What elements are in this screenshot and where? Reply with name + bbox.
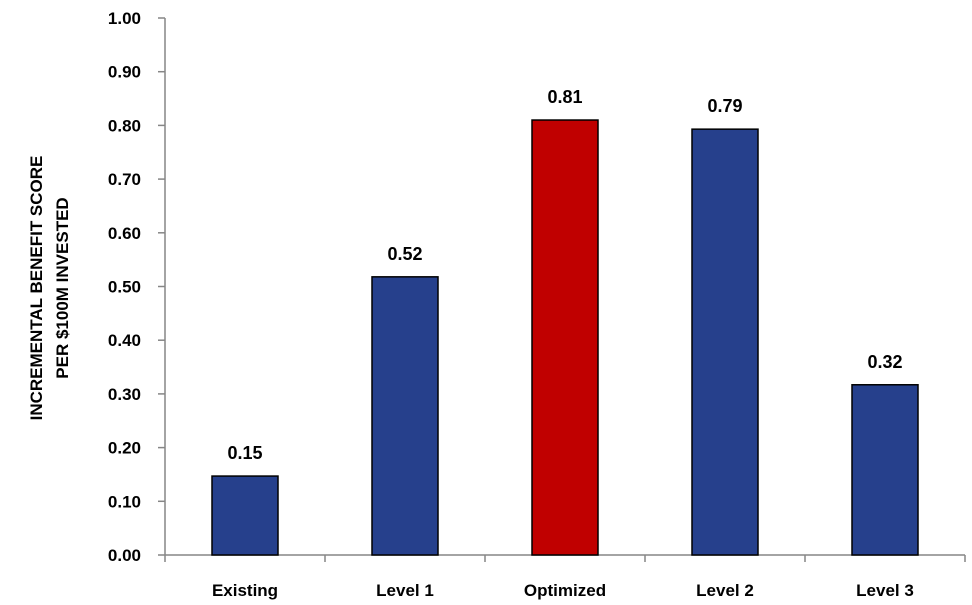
y-tick-label: 0.10	[108, 492, 141, 511]
y-tick-label: 0.60	[108, 224, 141, 243]
y-tick-label: 0.40	[108, 331, 141, 350]
bar	[211, 475, 279, 556]
data-label: 0.15	[227, 443, 262, 463]
bar	[851, 384, 919, 556]
y-tick-label: 0.50	[108, 278, 141, 297]
y-tick-label: 0.80	[108, 116, 141, 135]
y-axis: 0.00 0.10 0.20 0.30 0.40 0.50 0.60 0.70 0.80 0.90…	[108, 9, 166, 565]
bar	[371, 276, 439, 556]
y-tick-label: 0.20	[108, 439, 141, 458]
y-tick-label: 0.30	[108, 385, 141, 404]
x-tick-label: Level 1	[376, 581, 434, 600]
x-tick-label: Level 2	[696, 581, 754, 600]
x-axis	[164, 554, 966, 562]
x-tick-label: Optimized	[524, 581, 606, 600]
y-tick-label: 0.70	[108, 170, 141, 189]
x-tick-label: Existing	[212, 581, 278, 600]
data-label: 0.79	[707, 96, 742, 116]
y-axis-title-line-1: INCREMENTAL BENEFIT SCORE	[27, 156, 46, 421]
data-label: 0.32	[867, 352, 902, 372]
y-axis-title: INCREMENTAL BENEFIT SCORE PER $100M INVE…	[27, 156, 72, 421]
x-tick-label: Level 3	[856, 581, 914, 600]
y-tick-label: 1.00	[108, 9, 141, 28]
y-tick-label: 0.90	[108, 63, 141, 82]
data-label: 0.81	[547, 87, 582, 107]
bars	[211, 119, 919, 556]
data-label: 0.52	[387, 244, 422, 264]
bar	[691, 128, 759, 556]
category-labels: Existing Level 1 Optimized Level 2 Level 3	[212, 581, 914, 600]
y-axis-title-line-2: PER $100M INVESTED	[53, 197, 72, 378]
bar	[531, 119, 599, 556]
y-tick-label: 0.00	[108, 546, 141, 565]
data-labels: 0.15 0.52 0.81 0.79 0.32	[227, 87, 902, 463]
